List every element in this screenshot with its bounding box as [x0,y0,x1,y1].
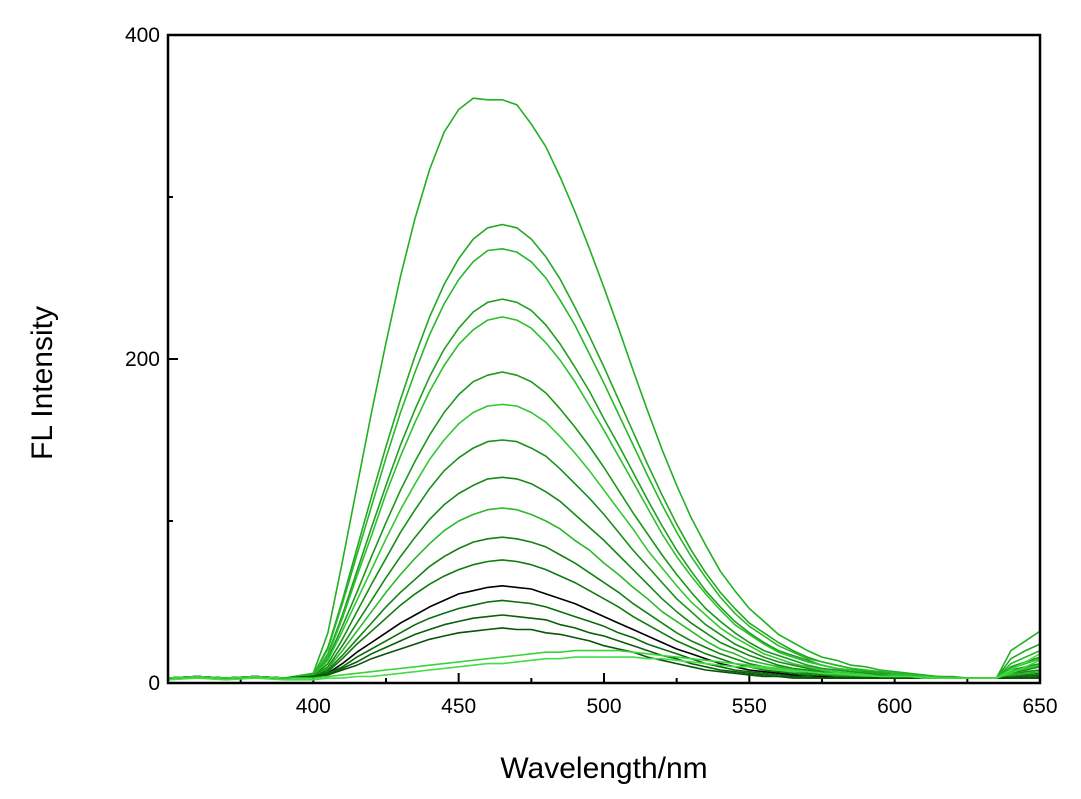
y-tick-label: 400 [125,24,160,47]
spectrum-line-15 [167,614,1040,679]
spectrum-line-18 [167,653,1041,681]
tick-layer: 400 450 500 550 600 650 0 200 400 [125,24,1058,718]
x-tick-label: 500 [586,695,621,718]
x-axis-title: Wavelength/nm [500,752,707,785]
spectrum-line-12 [167,559,1041,679]
spectrum-line-8 [167,439,1041,679]
x-tick-label: 450 [441,695,476,718]
spectrum-line-5 [167,316,1041,679]
spectrum-line-4 [167,298,1041,679]
y-axis-title: FL Intensity [26,306,59,460]
y-axis-title-group: FL Intensity [26,306,59,460]
spectrum-line-3 [167,248,1041,679]
x-tick-label: 650 [1022,695,1057,718]
spectrum-line-10 [167,507,1041,679]
y-tick-label: 200 [125,348,160,371]
x-tick-label: 400 [296,695,331,718]
series-layer [167,97,1041,681]
y-tick-label: 0 [148,672,160,695]
spectrum-line-1 [167,97,1041,679]
plot-frame [166,33,1042,685]
spectrum-line-2 [167,223,1041,679]
spectrum-line-9 [167,476,1041,679]
x-tick-label: 550 [732,695,767,718]
spectrum-line-16 [167,627,1040,679]
x-tick-label: 600 [877,695,912,718]
spectrum-line-14 [167,599,1040,679]
